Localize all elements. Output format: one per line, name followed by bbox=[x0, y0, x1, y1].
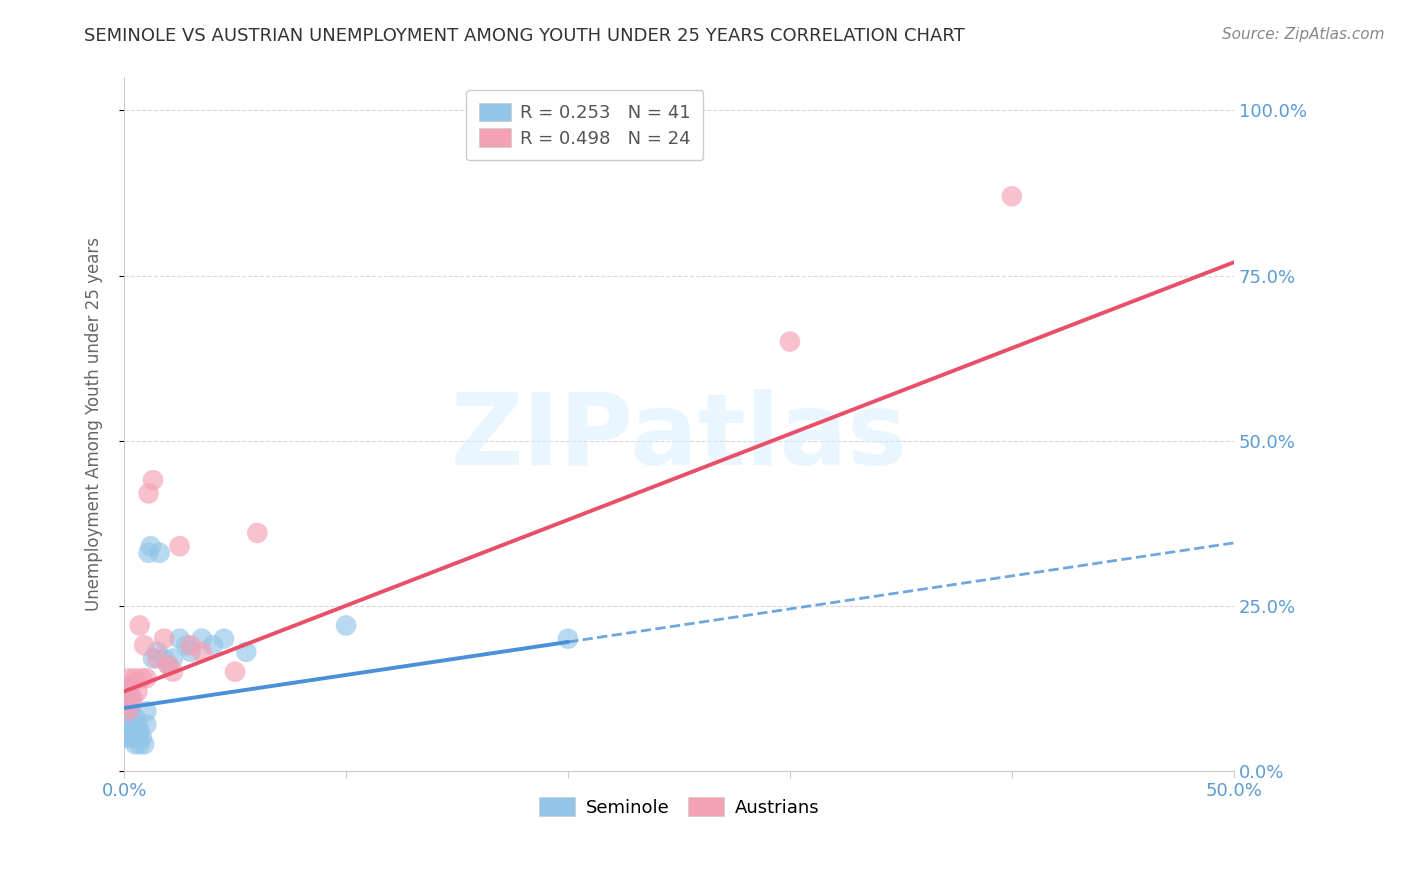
Point bbox=[235, 645, 257, 659]
Point bbox=[201, 638, 224, 652]
Point bbox=[127, 731, 149, 745]
Point bbox=[120, 731, 142, 745]
Point bbox=[139, 539, 162, 553]
Point bbox=[131, 731, 153, 745]
Point bbox=[122, 691, 145, 706]
Point bbox=[135, 671, 157, 685]
Point bbox=[149, 546, 172, 560]
Point bbox=[142, 651, 165, 665]
Point bbox=[224, 665, 246, 679]
Point bbox=[191, 645, 214, 659]
Text: SEMINOLE VS AUSTRIAN UNEMPLOYMENT AMONG YOUTH UNDER 25 YEARS CORRELATION CHART: SEMINOLE VS AUSTRIAN UNEMPLOYMENT AMONG … bbox=[84, 27, 965, 45]
Point bbox=[128, 618, 150, 632]
Point bbox=[122, 711, 145, 725]
Point bbox=[117, 711, 139, 725]
Point bbox=[115, 717, 138, 731]
Point bbox=[120, 704, 142, 718]
Point bbox=[131, 671, 153, 685]
Point bbox=[557, 632, 579, 646]
Point bbox=[191, 632, 214, 646]
Point bbox=[146, 651, 169, 665]
Point bbox=[138, 546, 160, 560]
Point bbox=[169, 539, 191, 553]
Point bbox=[117, 684, 139, 698]
Point bbox=[212, 632, 235, 646]
Point bbox=[162, 651, 184, 665]
Point bbox=[127, 684, 149, 698]
Point bbox=[246, 526, 269, 541]
Point bbox=[120, 691, 142, 706]
Point bbox=[1001, 189, 1024, 203]
Point bbox=[162, 665, 184, 679]
Point bbox=[169, 632, 191, 646]
Point bbox=[138, 486, 160, 500]
Point bbox=[174, 638, 197, 652]
Point bbox=[124, 671, 146, 685]
Point bbox=[124, 737, 146, 751]
Point bbox=[779, 334, 801, 349]
Point bbox=[124, 711, 146, 725]
Point bbox=[146, 645, 169, 659]
Point bbox=[124, 724, 146, 739]
Point bbox=[117, 671, 139, 685]
Point bbox=[135, 717, 157, 731]
Point bbox=[153, 651, 176, 665]
Point bbox=[115, 698, 138, 712]
Point bbox=[120, 678, 142, 692]
Point bbox=[180, 645, 202, 659]
Text: Source: ZipAtlas.com: Source: ZipAtlas.com bbox=[1222, 27, 1385, 42]
Point bbox=[128, 724, 150, 739]
Point bbox=[142, 473, 165, 487]
Text: ZIPatlas: ZIPatlas bbox=[450, 390, 907, 486]
Point bbox=[135, 704, 157, 718]
Point bbox=[132, 638, 155, 652]
Point bbox=[157, 658, 180, 673]
Point bbox=[117, 704, 139, 718]
Point bbox=[115, 731, 138, 745]
Point bbox=[117, 698, 139, 712]
Point bbox=[335, 618, 357, 632]
Point bbox=[120, 717, 142, 731]
Point bbox=[115, 704, 138, 718]
Point bbox=[122, 724, 145, 739]
Point bbox=[117, 724, 139, 739]
Point bbox=[132, 737, 155, 751]
Legend: Seminole, Austrians: Seminole, Austrians bbox=[531, 790, 827, 824]
Point bbox=[127, 717, 149, 731]
Point bbox=[180, 638, 202, 652]
Point bbox=[157, 658, 180, 673]
Y-axis label: Unemployment Among Youth under 25 years: Unemployment Among Youth under 25 years bbox=[86, 237, 103, 611]
Point bbox=[128, 737, 150, 751]
Point bbox=[153, 632, 176, 646]
